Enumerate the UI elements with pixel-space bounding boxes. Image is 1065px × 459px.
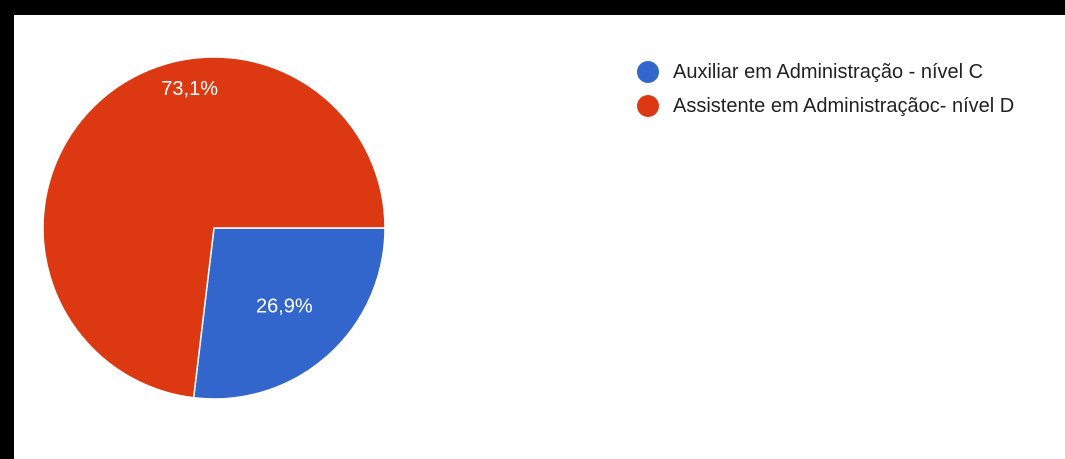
chart-panel: 26,9% 73,1% Auxiliar em Administração - n… bbox=[14, 15, 1065, 459]
legend-item-assistente[interactable]: Assistente em Administraçãoc- nível D bbox=[637, 89, 1014, 123]
pie-slice-assistente[interactable] bbox=[42, 56, 386, 399]
legend-swatch-auxiliar bbox=[637, 61, 659, 83]
slice-label-assistente: 73,1% bbox=[161, 78, 218, 100]
chart-legend: Auxiliar em Administração - nível C Assi… bbox=[637, 55, 1014, 123]
legend-item-auxiliar[interactable]: Auxiliar em Administração - nível C bbox=[637, 55, 1014, 89]
legend-label-auxiliar: Auxiliar em Administração - nível C bbox=[673, 60, 984, 83]
slice-label-auxiliar: 26,9% bbox=[256, 296, 313, 318]
pie-slice-auxiliar[interactable] bbox=[192, 227, 386, 400]
legend-label-assistente: Assistente em Administraçãoc- nível D bbox=[673, 94, 1015, 117]
pie-chart: 26,9% 73,1% bbox=[42, 56, 386, 400]
legend-swatch-assistente bbox=[637, 95, 659, 117]
